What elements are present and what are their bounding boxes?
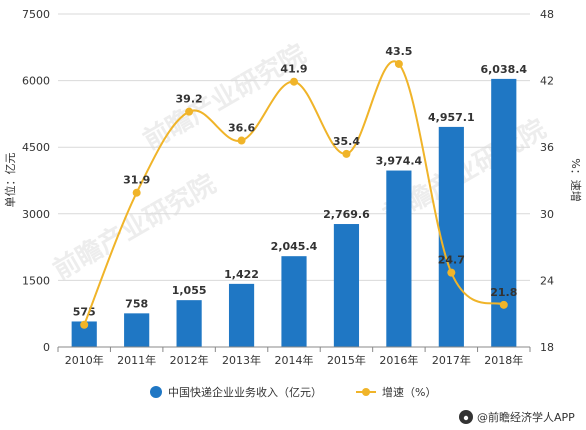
growth-value-label: 36.6: [228, 122, 255, 135]
x-tick-label: 2013年: [222, 353, 261, 367]
x-tick-label: 2016年: [379, 353, 418, 367]
x-tick-label: 2010年: [65, 353, 104, 367]
x-tick-label: 2014年: [275, 353, 314, 367]
bar-value-label: 4,957.1: [428, 111, 475, 124]
growth-line: [83, 60, 505, 326]
growth-value-label: 35.4: [333, 135, 360, 148]
y-left-tick-label: 4500: [22, 141, 50, 154]
y-left-tick-label: 6000: [22, 75, 50, 88]
legend-bar-swatch: [150, 386, 162, 398]
growth-point: [342, 149, 351, 158]
bar-value-label: 6,038.4: [480, 63, 527, 76]
y-right-tick-label: 24: [540, 274, 554, 287]
bar: [124, 313, 150, 347]
bar: [281, 256, 307, 347]
growth-point: [394, 59, 403, 68]
y-left-tick-label: 3000: [22, 208, 50, 221]
growth-point: [185, 107, 194, 116]
growth-value-label: 43.5: [385, 45, 412, 58]
bar-value-label: 1,055: [172, 284, 207, 297]
growth-value-label: 39.2: [176, 93, 203, 106]
legend-line-marker: [362, 388, 370, 396]
growth-value-label: 41.9: [280, 63, 307, 76]
paw-icon-pad: [463, 415, 469, 421]
credit-text: @前瞻经济学人APP: [477, 410, 575, 424]
x-tick-label: 2015年: [327, 353, 366, 367]
y-left-tick-label: 7500: [22, 8, 50, 21]
growth-point: [447, 268, 456, 277]
bar-value-label: 3,974.4: [376, 155, 423, 168]
y-left-axis-title: 单位：亿元: [3, 153, 17, 208]
y-right-tick-label: 48: [540, 8, 554, 21]
x-tick-label: 2011年: [117, 353, 156, 367]
legend-line-label: 增速（%）: [382, 385, 436, 399]
bar: [176, 300, 202, 347]
y-left-tick-label: 0: [43, 341, 50, 354]
y-right-tick-label: 36: [540, 141, 554, 154]
bar-value-label: 758: [125, 297, 148, 310]
growth-value-label: 24.7: [438, 254, 465, 267]
growth-value-label: 31.9: [123, 174, 150, 187]
y-right-tick-label: 30: [540, 208, 554, 221]
y-left-tick-label: 1500: [22, 274, 50, 287]
bar-value-label: 1,422: [224, 268, 259, 281]
bar: [386, 170, 412, 347]
bar-value-label: 2,045.4: [271, 240, 318, 253]
bar: [228, 283, 255, 347]
y-right-tick-label: 42: [540, 75, 554, 88]
growth-point: [499, 300, 508, 309]
x-tick-label: 2017年: [432, 353, 471, 367]
growth-point: [80, 320, 89, 329]
bar-value-label: 575: [73, 305, 96, 318]
growth-value-label: 21.8: [490, 286, 517, 299]
bar-value-label: 2,769.6: [323, 208, 370, 221]
x-tick-label: 2012年: [170, 353, 209, 367]
bar: [333, 224, 360, 347]
y-right-tick-label: 18: [540, 341, 554, 354]
x-tick-label: 2018年: [484, 353, 523, 367]
bar: [438, 126, 464, 348]
growth-point: [237, 136, 246, 145]
legend-bar-label: 中国快递企业业务收入（亿元）: [168, 385, 322, 399]
y-right-axis-title: %：速增: [569, 158, 583, 201]
growth-point: [290, 77, 298, 86]
growth-point: [132, 188, 141, 197]
